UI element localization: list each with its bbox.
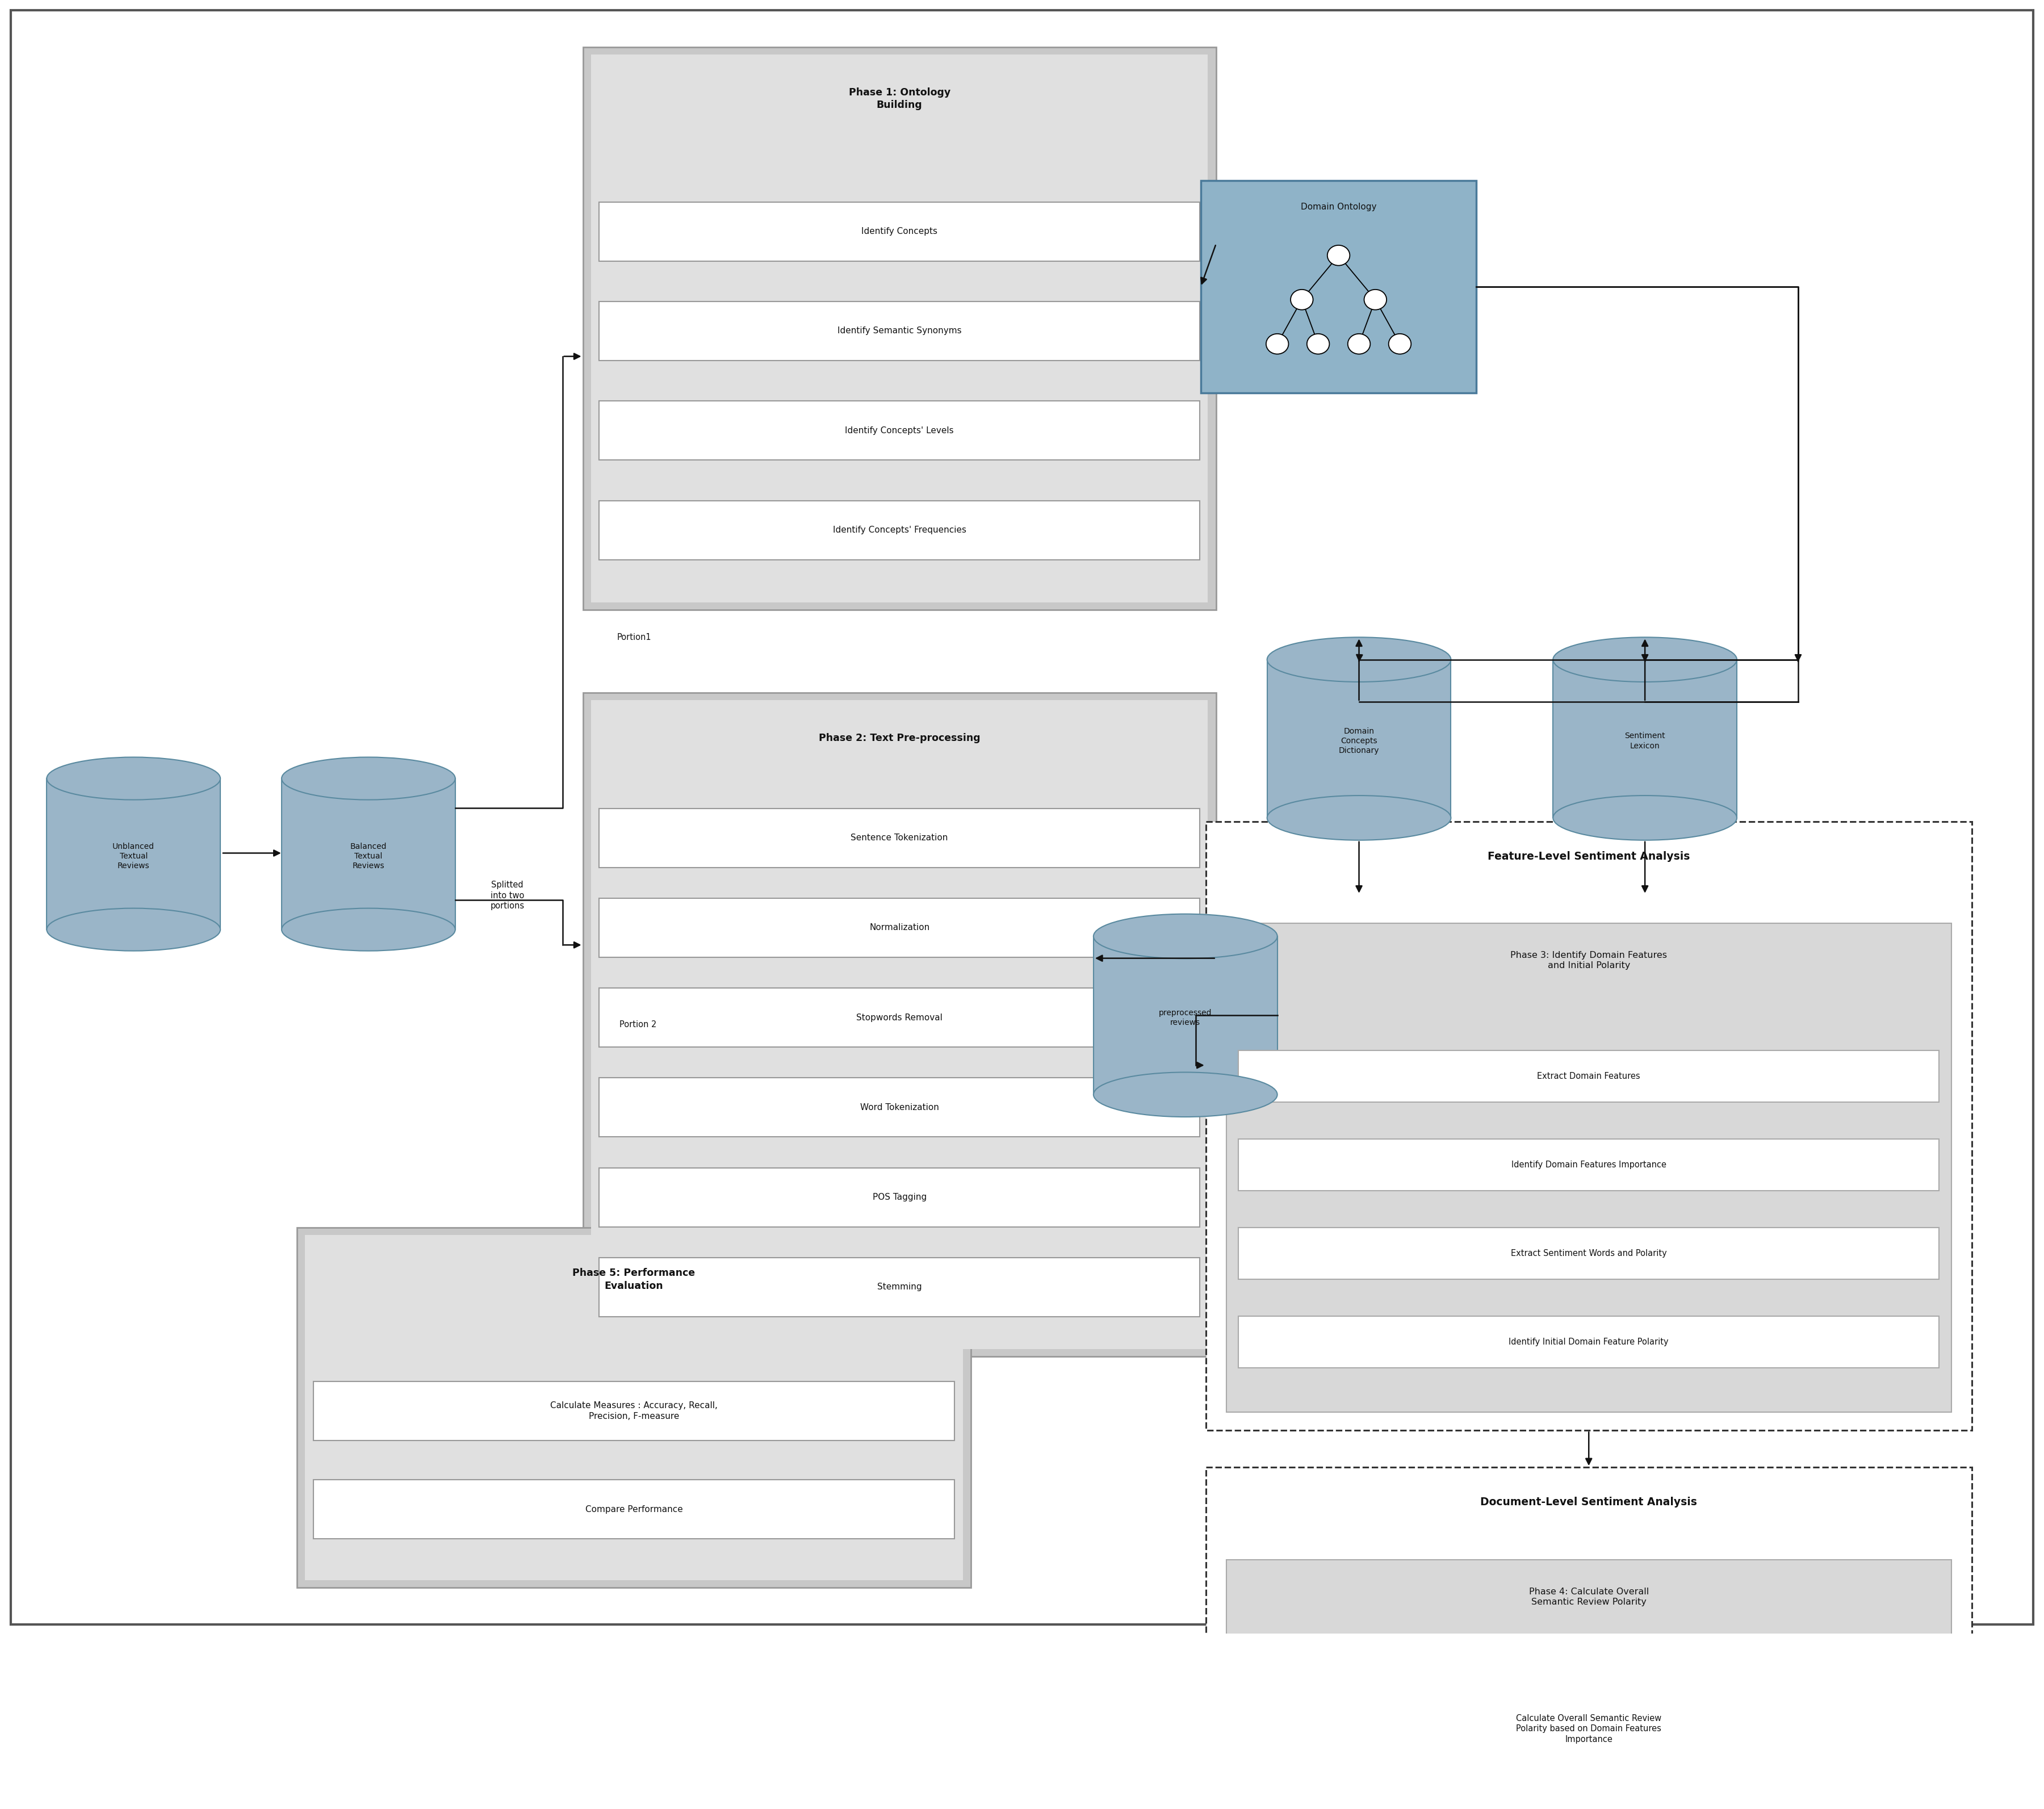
FancyBboxPatch shape bbox=[599, 809, 1200, 867]
Text: Phase 1: Ontology
Building: Phase 1: Ontology Building bbox=[848, 87, 950, 110]
FancyBboxPatch shape bbox=[1239, 1317, 1940, 1368]
FancyBboxPatch shape bbox=[591, 700, 1208, 1350]
Text: Identify Concepts' Frequencies: Identify Concepts' Frequencies bbox=[832, 526, 967, 534]
FancyBboxPatch shape bbox=[1200, 181, 1476, 393]
FancyBboxPatch shape bbox=[1239, 1228, 1940, 1279]
Circle shape bbox=[1265, 335, 1288, 355]
Ellipse shape bbox=[1553, 796, 1737, 839]
FancyBboxPatch shape bbox=[1239, 1051, 1940, 1102]
FancyBboxPatch shape bbox=[313, 1480, 955, 1539]
FancyBboxPatch shape bbox=[313, 1382, 955, 1440]
Text: Identify Initial Domain Feature Polarity: Identify Initial Domain Feature Polarity bbox=[1508, 1337, 1668, 1346]
Text: preprocessed
reviews: preprocessed reviews bbox=[1159, 1009, 1212, 1026]
FancyBboxPatch shape bbox=[1206, 821, 1972, 1431]
FancyBboxPatch shape bbox=[1267, 660, 1451, 818]
Ellipse shape bbox=[1267, 796, 1451, 839]
FancyBboxPatch shape bbox=[599, 501, 1200, 559]
FancyBboxPatch shape bbox=[1239, 1140, 1940, 1190]
FancyBboxPatch shape bbox=[583, 693, 1216, 1357]
Text: Domain
Concepts
Dictionary: Domain Concepts Dictionary bbox=[1339, 727, 1380, 754]
Ellipse shape bbox=[282, 758, 456, 800]
FancyBboxPatch shape bbox=[47, 778, 221, 930]
Text: Balanced
Textual
Reviews: Balanced Textual Reviews bbox=[350, 843, 386, 870]
Text: Portion 2: Portion 2 bbox=[619, 1020, 656, 1029]
Ellipse shape bbox=[1267, 637, 1451, 682]
Text: Phase 2: Text Pre-processing: Phase 2: Text Pre-processing bbox=[820, 733, 981, 743]
Text: Feature-Level Sentiment Analysis: Feature-Level Sentiment Analysis bbox=[1488, 852, 1690, 863]
Ellipse shape bbox=[47, 758, 221, 800]
FancyBboxPatch shape bbox=[1553, 660, 1737, 818]
FancyBboxPatch shape bbox=[599, 402, 1200, 459]
Text: Compare Performance: Compare Performance bbox=[585, 1505, 683, 1514]
Circle shape bbox=[1306, 335, 1329, 355]
FancyBboxPatch shape bbox=[599, 897, 1200, 957]
Text: Identify Semantic Synonyms: Identify Semantic Synonyms bbox=[838, 327, 961, 335]
Ellipse shape bbox=[282, 908, 456, 952]
FancyBboxPatch shape bbox=[599, 1078, 1200, 1136]
FancyBboxPatch shape bbox=[599, 203, 1200, 260]
Text: Identify Domain Features Importance: Identify Domain Features Importance bbox=[1511, 1161, 1666, 1169]
FancyBboxPatch shape bbox=[1206, 1467, 1972, 1809]
Circle shape bbox=[1327, 246, 1349, 266]
Text: Domain Ontology: Domain Ontology bbox=[1300, 203, 1376, 212]
Text: Sentence Tokenization: Sentence Tokenization bbox=[850, 834, 948, 841]
FancyBboxPatch shape bbox=[599, 1169, 1200, 1227]
FancyBboxPatch shape bbox=[599, 1257, 1200, 1317]
Text: Extract Domain Features: Extract Domain Features bbox=[1537, 1073, 1641, 1080]
FancyBboxPatch shape bbox=[591, 54, 1208, 602]
FancyBboxPatch shape bbox=[599, 988, 1200, 1047]
Text: Phase 4: Calculate Overall
Semantic Review Polarity: Phase 4: Calculate Overall Semantic Revi… bbox=[1529, 1586, 1650, 1606]
Circle shape bbox=[1388, 335, 1410, 355]
Text: Word Tokenization: Word Tokenization bbox=[861, 1103, 938, 1113]
Text: Portion1: Portion1 bbox=[617, 633, 652, 642]
FancyBboxPatch shape bbox=[1239, 1702, 1940, 1755]
FancyBboxPatch shape bbox=[305, 1236, 963, 1579]
Circle shape bbox=[1347, 335, 1369, 355]
Text: Document-Level Sentiment Analysis: Document-Level Sentiment Analysis bbox=[1480, 1496, 1697, 1507]
Ellipse shape bbox=[1553, 637, 1737, 682]
Text: Extract Sentiment Words and Polarity: Extract Sentiment Words and Polarity bbox=[1511, 1250, 1666, 1257]
FancyBboxPatch shape bbox=[1226, 1559, 1952, 1809]
Text: POS Tagging: POS Tagging bbox=[873, 1192, 926, 1201]
Text: Calculate Overall Semantic Review
Polarity based on Domain Features
Importance: Calculate Overall Semantic Review Polari… bbox=[1517, 1713, 1662, 1744]
FancyBboxPatch shape bbox=[1226, 923, 1952, 1413]
Text: Identify Concepts: Identify Concepts bbox=[861, 228, 938, 235]
Ellipse shape bbox=[1094, 1073, 1278, 1116]
Text: Sentiment
Lexicon: Sentiment Lexicon bbox=[1625, 733, 1666, 749]
Ellipse shape bbox=[1094, 914, 1278, 959]
Text: Identify Concepts' Levels: Identify Concepts' Levels bbox=[844, 427, 955, 434]
FancyBboxPatch shape bbox=[599, 302, 1200, 360]
Text: Splitted
into two
portions: Splitted into two portions bbox=[491, 881, 525, 910]
Circle shape bbox=[1290, 289, 1312, 309]
Circle shape bbox=[1363, 289, 1386, 309]
Text: Normalization: Normalization bbox=[869, 923, 930, 932]
FancyBboxPatch shape bbox=[583, 47, 1216, 610]
FancyBboxPatch shape bbox=[296, 1228, 971, 1586]
Text: Phase 3: Identify Domain Features
and Initial Polarity: Phase 3: Identify Domain Features and In… bbox=[1511, 952, 1668, 970]
Text: Stemming: Stemming bbox=[877, 1283, 922, 1292]
FancyBboxPatch shape bbox=[282, 778, 456, 930]
Ellipse shape bbox=[47, 908, 221, 952]
Text: Stopwords Removal: Stopwords Removal bbox=[856, 1013, 942, 1022]
FancyBboxPatch shape bbox=[1094, 937, 1278, 1094]
FancyBboxPatch shape bbox=[10, 11, 2034, 1624]
Text: Calculate Measures : Accuracy, Recall,
Precision, F-measure: Calculate Measures : Accuracy, Recall, P… bbox=[550, 1402, 717, 1420]
Text: Unblanced
Textual
Reviews: Unblanced Textual Reviews bbox=[112, 843, 155, 870]
Text: Phase 5: Performance
Evaluation: Phase 5: Performance Evaluation bbox=[572, 1268, 695, 1292]
